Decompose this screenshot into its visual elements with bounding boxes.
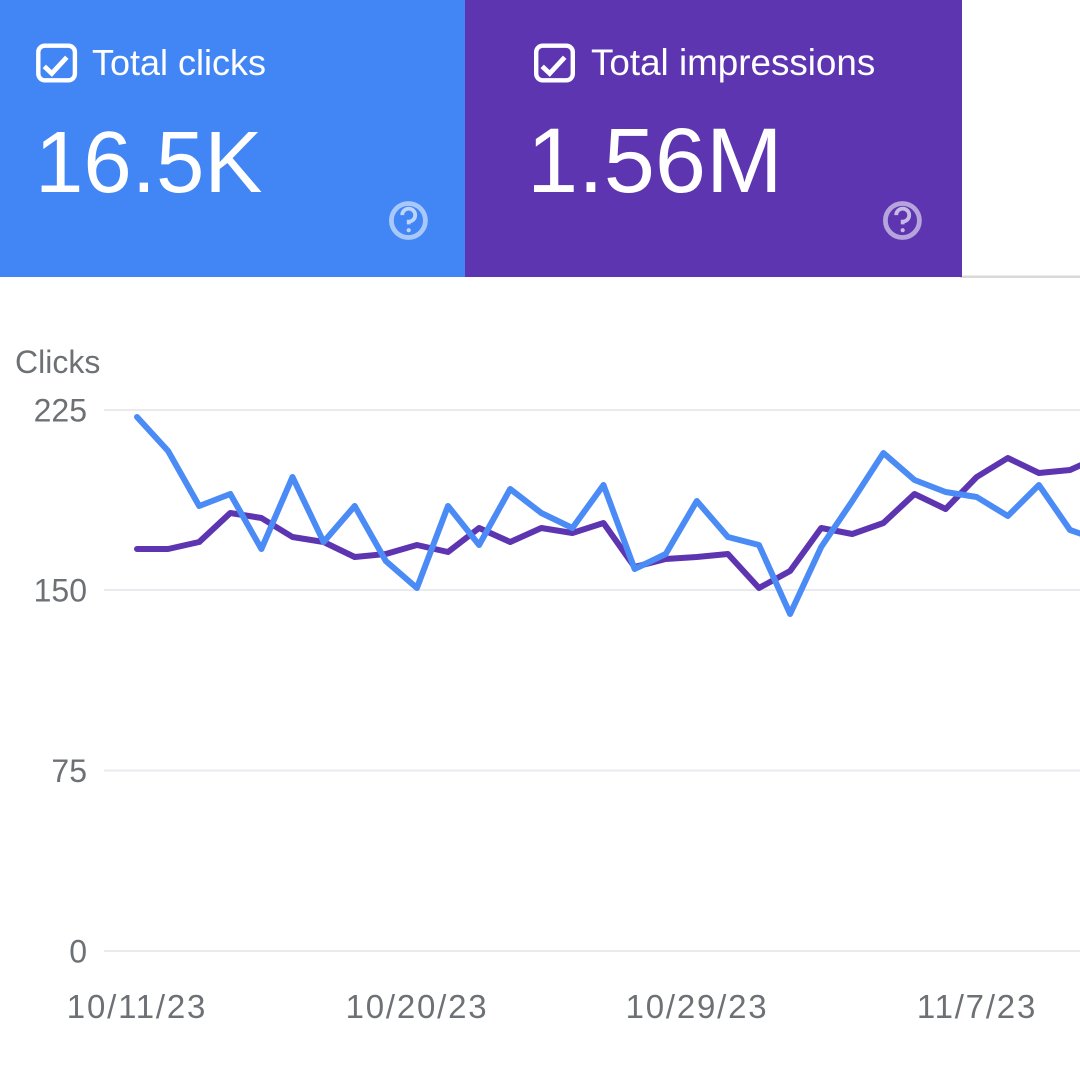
svg-text:Clicks: Clicks (15, 344, 100, 380)
svg-text:10/11/23: 10/11/23 (67, 988, 207, 1025)
svg-text:150: 150 (34, 573, 87, 609)
svg-text:11/7/23: 11/7/23 (917, 988, 1037, 1025)
svg-text:Total clicks: Total clicks (92, 42, 266, 83)
svg-text:10/20/23: 10/20/23 (346, 988, 489, 1025)
svg-text:75: 75 (51, 753, 87, 789)
svg-text:225: 225 (34, 393, 87, 429)
svg-text:16.5K: 16.5K (35, 114, 262, 211)
svg-text:0: 0 (69, 934, 87, 970)
svg-text:1.56M: 1.56M (527, 110, 783, 212)
svg-text:10/29/23: 10/29/23 (626, 988, 769, 1025)
svg-text:Total impressions: Total impressions (591, 42, 875, 83)
